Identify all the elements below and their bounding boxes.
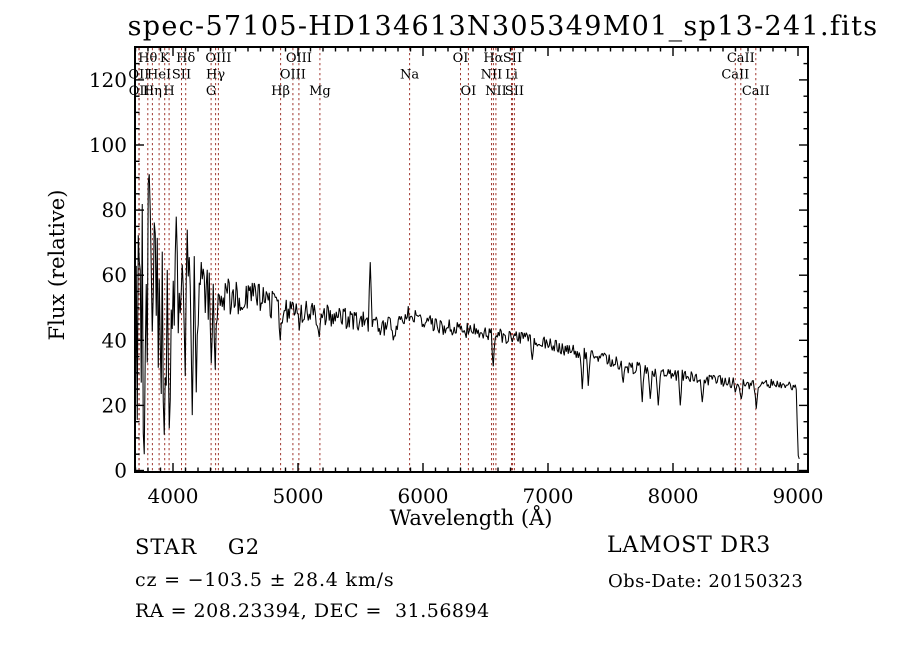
x-tick-label-6000: 6000 [398,484,449,508]
line-label-CaII: CaII [727,51,755,66]
spectral-line-labels: OIIOIIHθHηHeIKHSIIHδGHγOIIIHβOIIIOIIIMgN… [128,51,769,99]
figure-title: spec-57105-HD134613N305349M01_sp13-241.f… [127,11,879,42]
spectral-line-markers [138,48,757,471]
y-axis-label: Flux (relative) [45,190,69,341]
x-tick-labels: 4000 5000 6000 7000 8000 9000 [148,484,824,508]
line-label-OIII: OIII [205,51,231,66]
line-label-K: K [160,51,170,66]
line-label-Hγ: Hγ [206,68,225,83]
y-tick-label-120: 120 [89,68,127,92]
line-label-OI: OI [453,51,469,66]
y-tick-label-80: 80 [102,198,127,222]
observation-date: Obs-Date: 20150323 [608,571,804,592]
line-label-NII: NII [481,68,503,83]
survey-release: LAMOST DR3 [607,533,771,558]
y-tick-label-40: 40 [102,328,127,352]
plot-frame [134,46,809,473]
line-label-Hθ: Hθ [138,51,157,66]
line-label-G: G [206,84,216,99]
line-label-Hβ: Hβ [271,84,290,99]
line-label-OI: OI [461,84,477,99]
line-label-OII: OII [129,84,150,99]
line-label-H: H [163,84,174,99]
line-label-HeI: HeI [147,68,171,83]
radial-velocity: cz = −103.5 ± 28.4 km/s [135,569,395,591]
line-label-NII: NII [485,84,507,99]
line-label-CaII: CaII [721,68,749,83]
y-tick-labels: 0 20 40 60 80 100 120 [89,68,127,483]
line-label-CaII: CaII [742,84,770,99]
line-label-OIII: OIII [280,68,306,83]
x-tick-label-9000: 9000 [773,484,824,508]
line-label-Hα: Hα [483,51,503,66]
line-label-SII: SII [505,84,524,99]
y-tick-label-60: 60 [102,263,127,287]
x-axis-label: Wavelength (Å) [390,505,553,530]
spectrum-trace [134,174,800,460]
line-label-OII: OII [128,68,149,83]
line-label-Na: Na [400,68,419,83]
y-tick-label-100: 100 [89,133,127,157]
axis-ticks [134,47,808,472]
y-tick-label-20: 20 [102,393,127,417]
x-tick-label-8000: 8000 [648,484,699,508]
object-classification: STAR G2 [135,535,261,559]
line-label-Hδ: Hδ [176,51,195,66]
line-label-Li: Li [505,68,518,83]
x-tick-label-5000: 5000 [273,484,324,508]
line-label-Hη: Hη [143,84,162,99]
ra-dec-coordinates: RA = 208.23394, DEC = 31.56894 [135,600,490,622]
line-label-Mg: Mg [309,84,331,99]
line-label-SII: SII [503,51,522,66]
x-tick-label-7000: 7000 [523,484,574,508]
y-tick-label-0: 0 [114,459,127,483]
line-label-SII: SII [172,68,191,83]
line-label-OIII: OIII [286,51,312,66]
x-tick-label-4000: 4000 [148,484,199,508]
